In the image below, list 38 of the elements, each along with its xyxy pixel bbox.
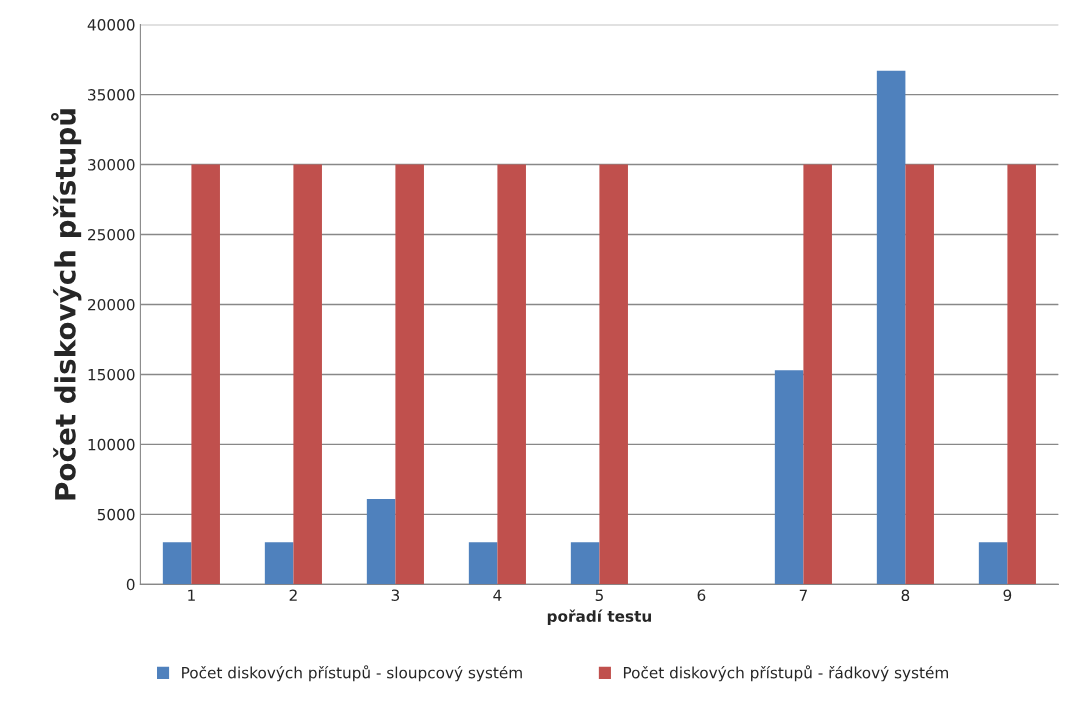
x-tick-label: 3 bbox=[391, 589, 400, 602]
y-tick-label: 0 bbox=[126, 578, 135, 591]
x-tick-label: 1 bbox=[188, 589, 195, 601]
y-axis-title: Počet diskových přístupů bbox=[50, 109, 82, 500]
y-tick-label: 15000 bbox=[88, 368, 135, 381]
x-tick-label: 7 bbox=[799, 589, 807, 601]
x-axis-title: pořadí testu bbox=[547, 609, 651, 625]
bar bbox=[293, 164, 322, 585]
bar bbox=[162, 542, 192, 585]
x-tick-label: 9 bbox=[1003, 589, 1012, 602]
x-tick-label: 2 bbox=[289, 589, 297, 601]
x-tick-label: 4 bbox=[493, 589, 502, 601]
y-tick-label: 30000 bbox=[88, 159, 135, 171]
bar bbox=[264, 542, 294, 585]
bar bbox=[599, 164, 628, 585]
y-tick-label: 40000 bbox=[87, 19, 135, 31]
bar bbox=[876, 70, 906, 585]
x-tick-label: 6 bbox=[697, 589, 706, 602]
bar bbox=[395, 164, 424, 585]
y-tick-label: 5000 bbox=[97, 508, 135, 521]
legend-label: Počet diskových přístupů - řádkový systém bbox=[623, 665, 948, 682]
y-tick-label: 20000 bbox=[88, 298, 135, 311]
y-tick-label: 25000 bbox=[88, 228, 135, 241]
bar bbox=[366, 498, 396, 585]
y-tick-label: 10000 bbox=[88, 438, 135, 451]
bar bbox=[774, 370, 804, 585]
bar bbox=[978, 542, 1008, 585]
bar bbox=[468, 542, 498, 585]
legend-label: Počet diskových přístupů - sloupcový systém bbox=[182, 665, 522, 682]
bar bbox=[1007, 164, 1036, 585]
y-tick-label: 35000 bbox=[88, 89, 135, 101]
bar bbox=[905, 164, 934, 585]
bar bbox=[191, 164, 220, 585]
bar bbox=[570, 542, 600, 585]
x-tick-label: 8 bbox=[901, 589, 910, 602]
bar bbox=[803, 164, 832, 585]
bar bbox=[497, 164, 526, 585]
x-tick-label: 5 bbox=[595, 589, 603, 602]
